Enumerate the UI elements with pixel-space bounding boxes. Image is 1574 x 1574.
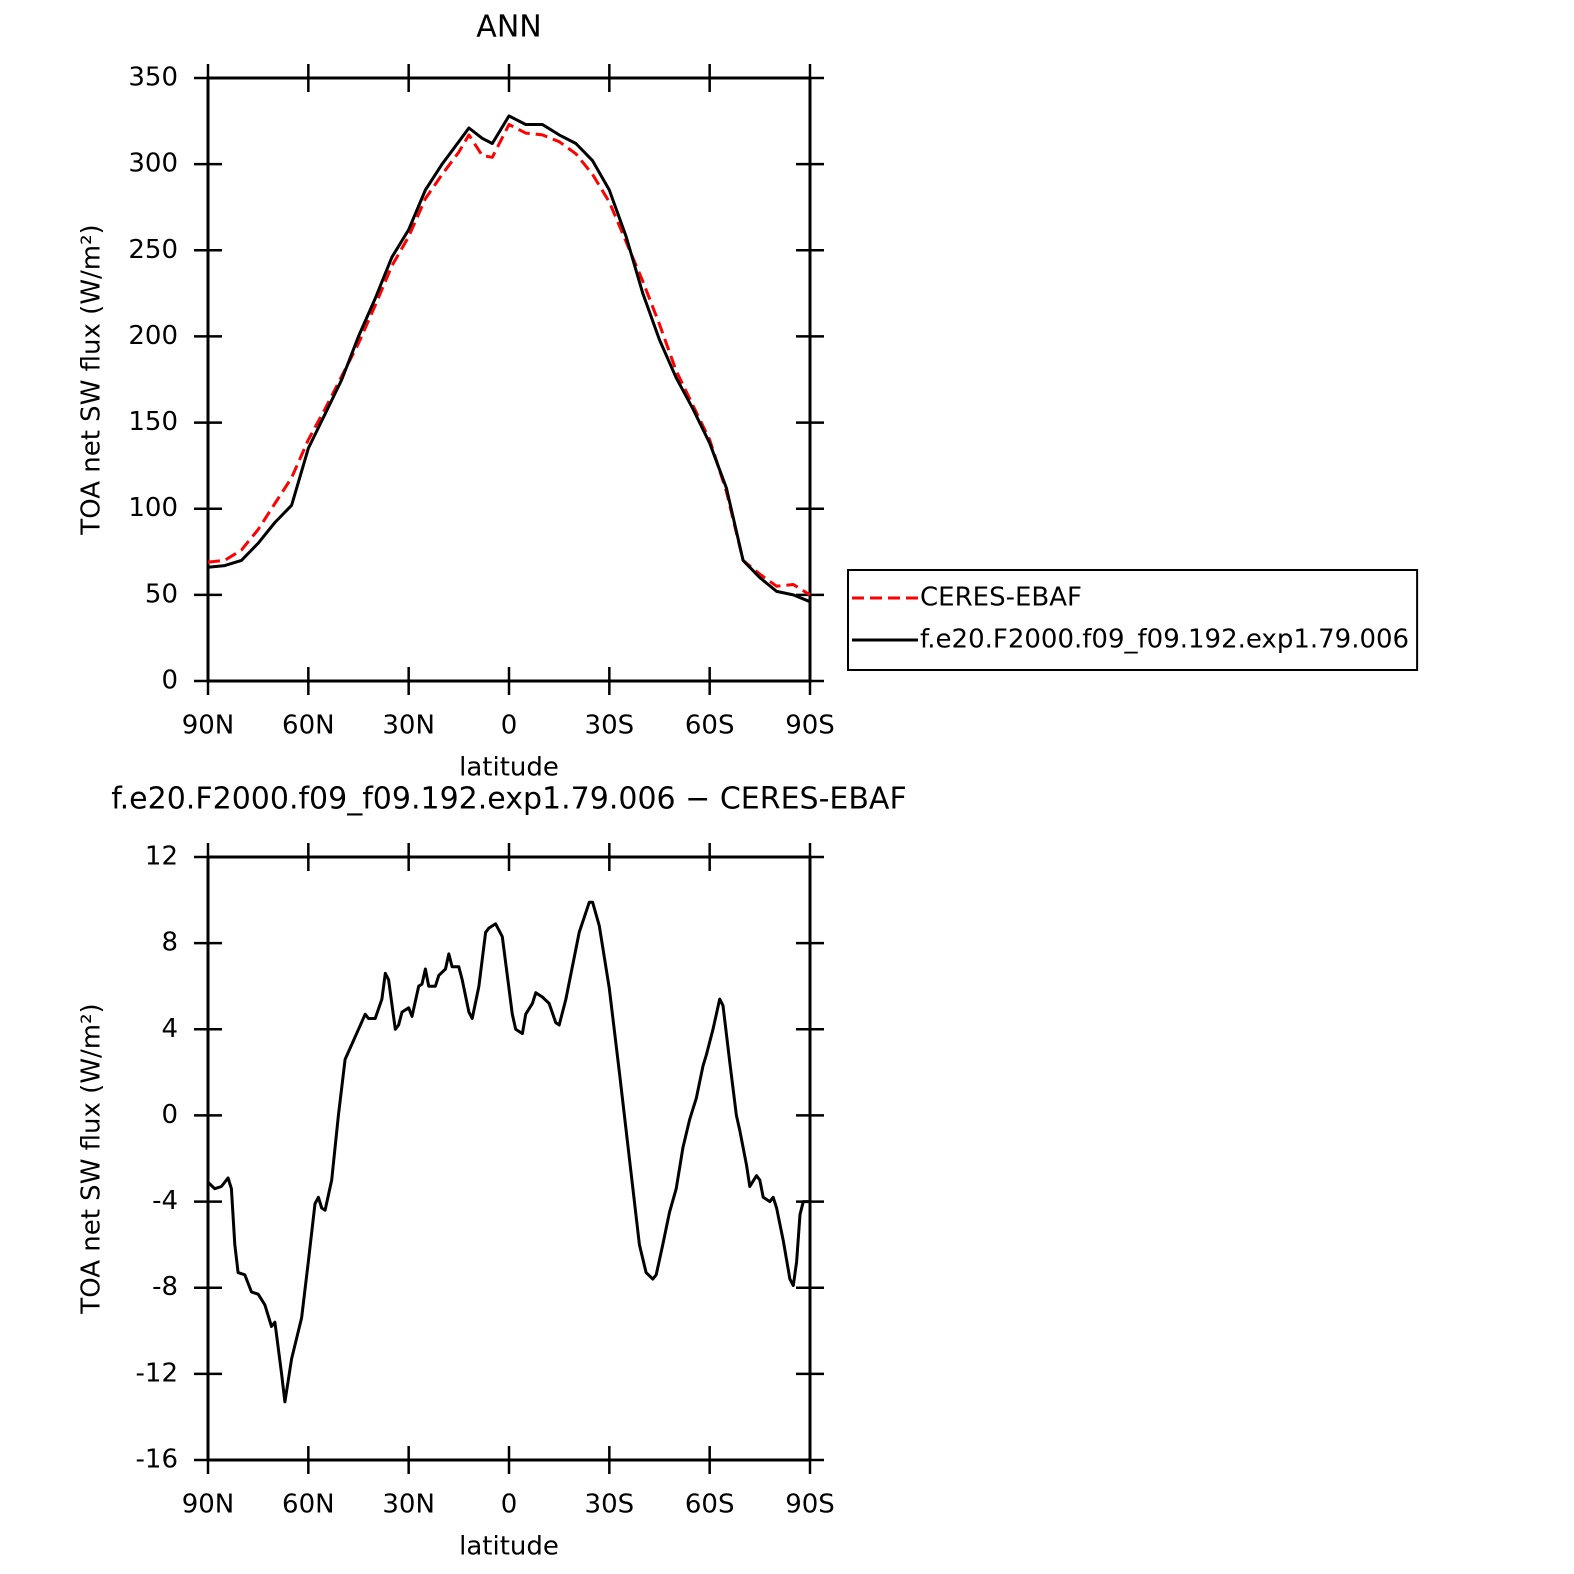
x-tick-label: 30S [585,711,635,741]
x-tick-label: 60S [685,1490,735,1520]
legend-label: f.e20.F2000.f09_f09.192.exp1.79.006 [920,625,1409,655]
x-tick-label: 90N [182,1490,235,1520]
x-tick-label: 60N [282,711,335,741]
y-tick-label: 100 [128,493,178,523]
y-axis-label: TOA net SW flux (W/m²) [77,224,107,535]
y-tick-label: -4 [152,1186,178,1216]
x-tick-label: 30N [382,1490,435,1520]
x-tick-label: 90S [785,1490,835,1520]
chart-title: ANN [476,10,541,45]
y-tick-label: 150 [128,407,178,437]
x-tick-label: 0 [501,711,518,741]
y-tick-label: 0 [161,666,178,696]
y-tick-label: -16 [136,1445,178,1475]
legend-box [847,569,1419,671]
legend-label: CERES-EBAF [920,583,1082,613]
y-tick-label: 300 [128,149,178,179]
y-tick-label: 200 [128,321,178,351]
plot-frame [206,76,812,683]
x-tick-label: 30S [585,1490,635,1520]
x-tick-label: 30N [382,711,435,741]
x-tick-label: 90S [785,711,835,741]
y-axis-label: TOA net SW flux (W/m²) [77,1003,107,1314]
x-tick-label: 60N [282,1490,335,1520]
x-axis-label: latitude [459,1532,559,1562]
plot-frame [206,855,812,1462]
y-tick-label: 0 [161,1100,178,1130]
x-axis-label: latitude [459,753,559,783]
data-line [207,114,811,604]
y-tick-label: -8 [152,1272,178,1302]
x-tick-label: 90N [182,711,235,741]
x-tick-label: 0 [501,1490,518,1520]
y-tick-label: 4 [161,1014,178,1044]
data-line [206,900,810,1404]
y-tick-label: 250 [128,235,178,265]
y-tick-label: -12 [136,1358,178,1388]
chart-title: f.e20.F2000.f09_f09.192.exp1.79.006 − CE… [111,782,906,817]
y-tick-label: 8 [161,928,178,958]
y-tick-label: 12 [145,842,178,872]
y-tick-label: 350 [128,63,178,93]
y-tick-label: 50 [145,579,178,609]
data-line [207,123,811,597]
x-tick-label: 60S [685,711,735,741]
